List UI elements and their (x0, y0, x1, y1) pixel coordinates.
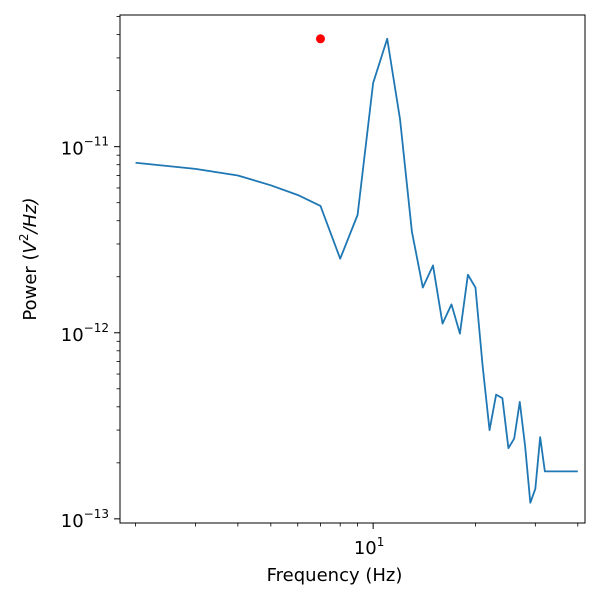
minor-ticks (116, 16, 579, 527)
series-line (135, 37, 578, 504)
y-axis-label: Power (V2/Hz) (17, 197, 41, 320)
y-tick-label: 10−11 (61, 135, 109, 160)
y-tick-label: 10−12 (61, 321, 109, 346)
x-axis-label: Frequency (Hz) (267, 565, 403, 586)
major-ticks: 101 10−13 10−12 10−11 (61, 135, 385, 559)
y-tick-label: 10−13 (61, 507, 109, 532)
peak-marker (315, 34, 325, 44)
series-layer (135, 34, 578, 504)
x-tick-label: 101 (354, 535, 385, 559)
plot-frame (119, 14, 586, 524)
